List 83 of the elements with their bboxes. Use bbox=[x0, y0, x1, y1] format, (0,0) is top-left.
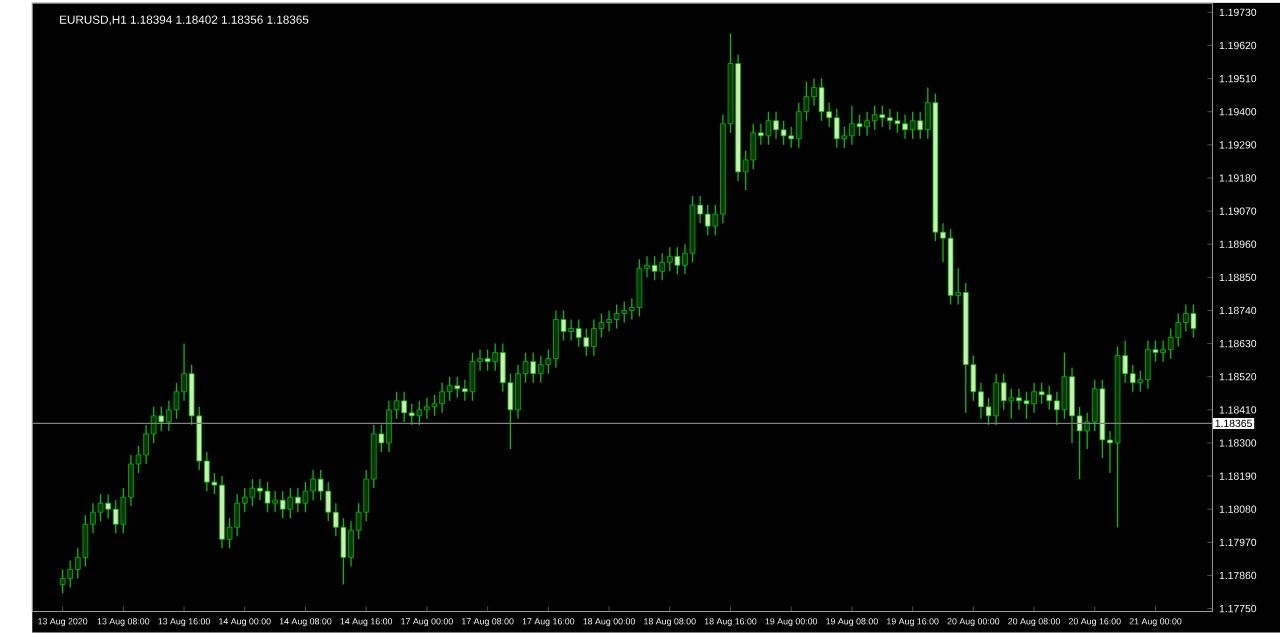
candlestick bbox=[780, 119, 787, 146]
candlestick bbox=[1038, 381, 1045, 405]
candlestick bbox=[310, 469, 316, 501]
candlestick bbox=[279, 490, 286, 519]
candlestick bbox=[583, 327, 590, 356]
candlestick bbox=[659, 252, 665, 281]
candlestick bbox=[871, 104, 878, 131]
candlestick bbox=[811, 77, 817, 106]
candlestick bbox=[894, 110, 901, 134]
candlestick bbox=[879, 104, 886, 128]
candlestick bbox=[416, 399, 423, 426]
candlestick bbox=[158, 405, 165, 432]
candlestick bbox=[849, 104, 855, 146]
candlestick bbox=[264, 481, 271, 513]
candlestick bbox=[887, 107, 893, 131]
candlestick bbox=[1167, 327, 1174, 359]
candlestick bbox=[1008, 387, 1015, 420]
candlestick bbox=[651, 255, 658, 281]
candlestick bbox=[408, 402, 415, 426]
candlestick bbox=[424, 396, 430, 420]
candlestick bbox=[833, 107, 840, 149]
candlestick bbox=[249, 478, 256, 507]
candlestick bbox=[1145, 339, 1151, 389]
candlestick bbox=[993, 372, 999, 426]
candlestick bbox=[841, 125, 848, 149]
candlestick bbox=[750, 122, 757, 170]
candlestick bbox=[909, 110, 916, 140]
candlestick bbox=[348, 520, 354, 567]
candlestick bbox=[636, 258, 643, 317]
candlestick bbox=[1175, 312, 1182, 347]
candlestick bbox=[568, 318, 574, 341]
candlestick bbox=[401, 390, 407, 423]
candlestick bbox=[386, 399, 392, 453]
candlestick bbox=[439, 381, 445, 414]
candlestick bbox=[704, 204, 711, 236]
candlestick bbox=[666, 246, 673, 272]
candlestick bbox=[1183, 303, 1189, 332]
candlestick bbox=[1069, 366, 1075, 444]
candlestick bbox=[902, 113, 908, 140]
candlestick bbox=[484, 348, 491, 371]
candlestick bbox=[1046, 384, 1053, 411]
candlestick bbox=[1160, 339, 1166, 362]
candlestick bbox=[234, 493, 240, 537]
candlestick bbox=[272, 490, 278, 513]
candlestick bbox=[454, 375, 461, 399]
candlestick bbox=[105, 493, 111, 519]
candlestick bbox=[112, 499, 119, 534]
candlestick bbox=[1129, 363, 1136, 393]
candlestick bbox=[287, 487, 294, 519]
candlestick bbox=[773, 110, 779, 140]
candlestick bbox=[537, 354, 544, 383]
candlestick bbox=[143, 423, 149, 465]
candlestick bbox=[1031, 381, 1037, 414]
candlestick bbox=[446, 375, 453, 402]
candlestick bbox=[591, 318, 597, 356]
candlestick bbox=[1000, 372, 1007, 411]
candlestick bbox=[469, 351, 476, 402]
candlestick bbox=[1190, 303, 1197, 338]
candlestick bbox=[917, 110, 924, 140]
candlestick bbox=[553, 309, 559, 368]
candlestick bbox=[575, 318, 582, 347]
candlestick bbox=[613, 303, 620, 329]
candlestick bbox=[795, 101, 802, 149]
candlestick bbox=[818, 77, 825, 121]
candlestick bbox=[765, 110, 772, 146]
candlestick bbox=[515, 363, 521, 420]
candlestick bbox=[621, 300, 628, 323]
candlestick bbox=[1061, 351, 1068, 420]
candlestick bbox=[530, 351, 536, 383]
candlestick bbox=[82, 514, 89, 567]
candlestick bbox=[1023, 390, 1030, 420]
candlestick bbox=[864, 110, 870, 137]
candlestick bbox=[606, 309, 612, 332]
candlestick bbox=[340, 517, 347, 585]
candlestick bbox=[257, 478, 263, 501]
candlestick bbox=[856, 113, 863, 137]
candlestick bbox=[166, 399, 172, 432]
candlestick bbox=[295, 487, 301, 513]
candlestick bbox=[325, 481, 332, 522]
candlestick bbox=[67, 559, 74, 588]
candlestick bbox=[1016, 387, 1022, 411]
candlestick bbox=[674, 246, 681, 275]
candlestick bbox=[59, 568, 66, 594]
